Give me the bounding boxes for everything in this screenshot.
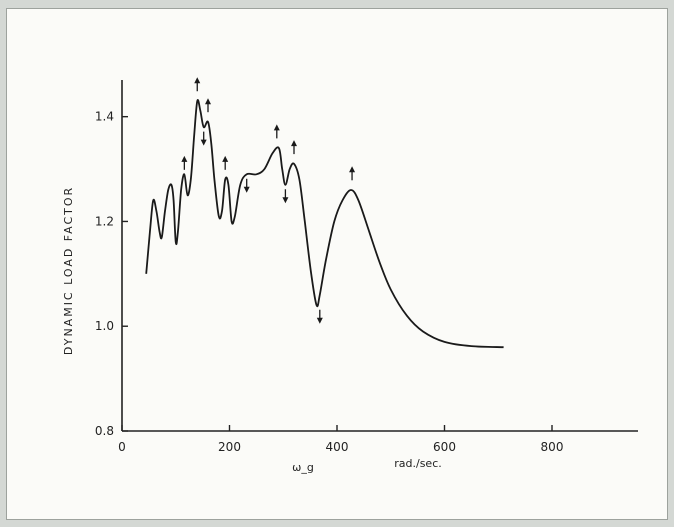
axes — [121, 80, 638, 432]
y-tick-label: 1.4 — [95, 110, 114, 124]
x-tick-label: 0 — [118, 440, 126, 454]
tick-labels: 0 200 400 600 800 0.8 1.0 1.2 1.4 — [95, 110, 564, 454]
arrow-up-icon — [291, 140, 297, 155]
arrow-up-icon — [222, 155, 229, 170]
y-tick-label: 1.2 — [95, 214, 114, 228]
arrow-down-icon — [243, 178, 250, 193]
y-axis-label: DYNAMIC LOAD FACTOR — [62, 186, 75, 355]
arrow-up-icon — [181, 155, 188, 170]
arrow-down-icon — [200, 131, 207, 146]
y-tick-label: 0.8 — [95, 424, 114, 438]
arrow-down-icon — [282, 189, 289, 204]
arrow-up-icon — [205, 98, 211, 113]
x-axis-label: ω_g — [292, 461, 314, 474]
series-line — [145, 99, 504, 349]
figure-panel — [6, 8, 668, 520]
y-tick-label: 1.0 — [95, 319, 114, 333]
x-tick-label: 600 — [433, 440, 456, 454]
arrow-down-icon — [316, 309, 323, 324]
x-tick-label: 200 — [218, 440, 241, 454]
x-tick-label: 800 — [541, 440, 564, 454]
arrow-up-icon — [194, 77, 201, 92]
x-axis-unit-label: rad./sec. — [394, 457, 442, 470]
ticks — [121, 115, 553, 432]
arrow-up-icon — [273, 124, 280, 139]
x-tick-label: 400 — [326, 440, 349, 454]
arrow-markers — [181, 77, 356, 324]
arrow-up-icon — [349, 166, 356, 181]
